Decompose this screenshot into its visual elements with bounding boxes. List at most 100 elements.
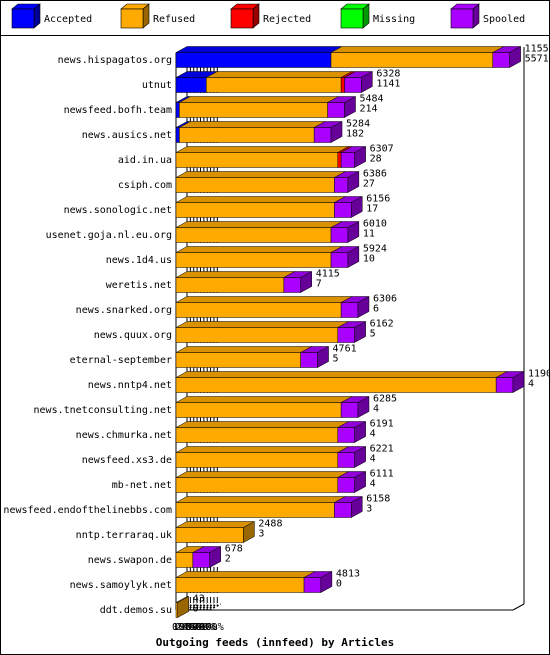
- bar-segment-top: [206, 71, 353, 78]
- bar-segment: [175, 377, 497, 393]
- value-label-accepted: 27: [363, 179, 375, 190]
- bar-segment: [495, 377, 514, 393]
- bar-segment: [337, 152, 342, 168]
- bar-group: [175, 196, 363, 218]
- legend-label: Refused: [153, 14, 195, 25]
- bar-segment: [340, 302, 359, 318]
- bar-segment: [175, 552, 194, 568]
- legend-label: Rejected: [263, 14, 311, 25]
- bar-segment-side: [347, 221, 360, 243]
- x-tick-label: 0%: [172, 622, 184, 633]
- bar-group: [175, 346, 329, 368]
- bar-segment-side: [330, 121, 343, 143]
- bar-group: [175, 146, 366, 168]
- bar-segment-top: [175, 346, 312, 353]
- bar-segment: [175, 302, 342, 318]
- value-label-accepted: 4: [370, 479, 376, 490]
- bar-segment: [175, 77, 207, 93]
- value-label-accepted: 2: [225, 554, 231, 565]
- bar-segment-top: [175, 446, 349, 453]
- value-label-accepted: 5571: [525, 54, 549, 65]
- bar-segment-side: [357, 396, 370, 418]
- bar-segment-side: [354, 471, 366, 493]
- x-tick-label: 80%: [196, 622, 214, 633]
- bar-segment: [340, 152, 355, 168]
- bar-segment: [340, 402, 359, 418]
- value-label-total: 5484: [360, 94, 384, 105]
- value-label-total: 4813: [336, 569, 360, 580]
- bar-segment: [492, 52, 510, 68]
- category-label: weretis.net: [106, 280, 172, 291]
- value-label-accepted: 28: [370, 154, 382, 165]
- bar-group: [175, 171, 360, 193]
- bar-group: [175, 246, 360, 268]
- x-tick-label: 50%: [186, 622, 204, 633]
- bar-segment: [175, 252, 332, 268]
- bar-group: [175, 446, 366, 468]
- legend-swatch: [340, 8, 364, 29]
- value-label-total: 6162: [370, 319, 394, 330]
- value-label-total: 11901: [528, 369, 550, 380]
- category-label: aid.in.ua: [118, 155, 172, 166]
- bar-segment-side: [243, 521, 255, 543]
- legend-label: Spooled: [483, 14, 525, 25]
- value-label-accepted: 5: [370, 329, 376, 340]
- bar-segment-side: [320, 571, 333, 593]
- legend-label: Missing: [373, 14, 415, 25]
- value-label-accepted: 11: [363, 229, 375, 240]
- bar-segment: [175, 327, 339, 343]
- category-label: csiph.com: [118, 180, 172, 191]
- value-label-total: 6191: [370, 419, 394, 430]
- bar-segment-side: [177, 596, 189, 618]
- bar-segment-top: [175, 471, 349, 478]
- value-label-accepted: 17: [366, 204, 378, 215]
- category-label: news.snarked.org: [76, 305, 172, 316]
- value-label-accepted: 3: [366, 504, 372, 515]
- category-label: eternal-september: [70, 355, 172, 366]
- bar-segment-top: [175, 296, 353, 303]
- category-label: news.tnetconsulting.net: [34, 405, 172, 416]
- bar-segment: [192, 552, 210, 568]
- bar-segment-side: [512, 371, 525, 393]
- value-label-accepted: 5: [333, 354, 339, 365]
- bar-segment-side: [361, 71, 373, 93]
- value-label-total: 6010: [363, 219, 387, 230]
- legend-label: Accepted: [44, 14, 92, 25]
- bar-group: [175, 46, 521, 68]
- value-label-accepted: 0: [336, 579, 342, 590]
- bar-segment: [179, 102, 328, 118]
- bar-segment: [313, 127, 332, 143]
- legend-swatch: [230, 8, 254, 29]
- value-label-total: 6328: [376, 69, 400, 80]
- bar-segment-side: [350, 496, 363, 518]
- value-label-accepted: 6: [373, 304, 379, 315]
- bar-group: [175, 71, 373, 93]
- bar-group: [175, 471, 366, 493]
- value-label-total: 4761: [333, 344, 357, 355]
- x-axis-depth: [512, 603, 525, 611]
- bar-group: [175, 371, 525, 393]
- category-label: news.hispagatos.org: [58, 55, 172, 66]
- bar-segment: [175, 227, 332, 243]
- bar-segment-side: [300, 271, 312, 293]
- value-label-accepted: 4: [373, 404, 379, 415]
- value-label-total: 11556: [525, 44, 550, 55]
- value-label-accepted: 4: [528, 379, 534, 390]
- value-label-accepted: 4: [370, 429, 376, 440]
- bar-segment: [340, 77, 345, 93]
- bar-group: [175, 521, 255, 543]
- bar-segment: [175, 152, 339, 168]
- x-tick-label: 70%: [193, 622, 211, 633]
- bar-segment-top: [175, 46, 343, 53]
- bar-segment-side: [354, 146, 366, 168]
- bar-group: [175, 271, 312, 293]
- bar-segment-top: [175, 396, 353, 403]
- x-tick-label: 90%: [199, 622, 217, 633]
- bar-segment: [334, 202, 352, 218]
- value-label-total: 4115: [316, 269, 340, 280]
- bar-group: [175, 546, 221, 568]
- category-label: news.1d4.us: [106, 255, 172, 266]
- bar-segment: [327, 102, 345, 118]
- bar-segment-side: [354, 446, 366, 468]
